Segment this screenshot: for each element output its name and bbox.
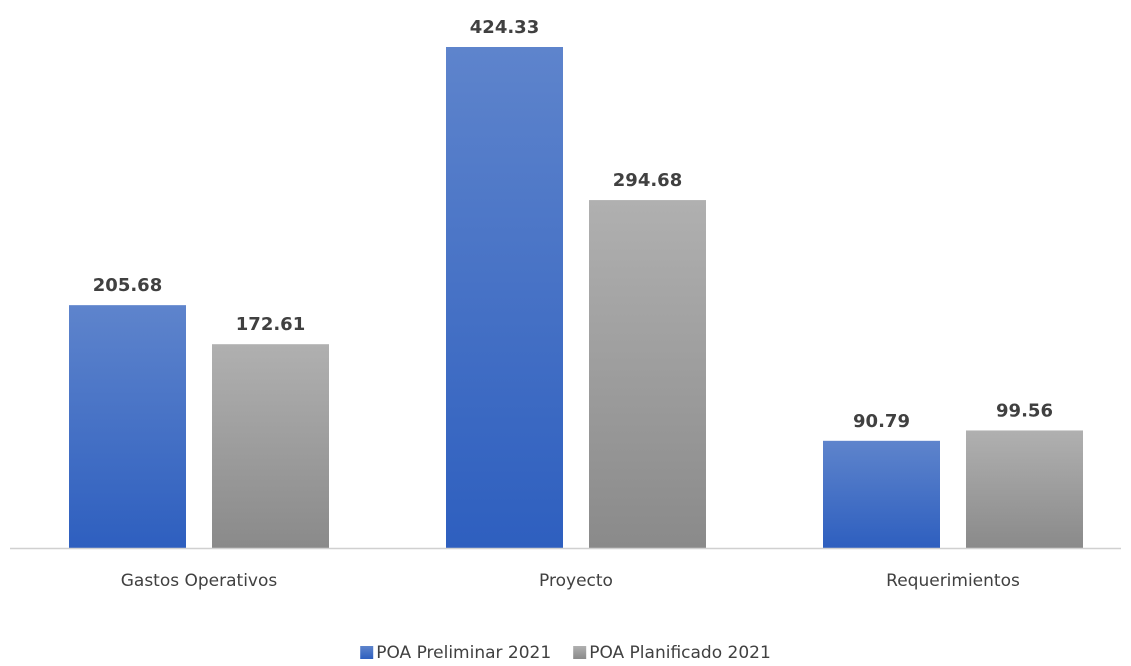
- value-label-0-0: 205.68: [93, 275, 162, 296]
- value-label-2-1: 99.56: [996, 400, 1053, 421]
- category-labels-layer: Gastos Operativos Proyecto Requerimientos: [121, 571, 1020, 591]
- value-label-2-0: 90.79: [853, 411, 910, 432]
- bar-0-0: [69, 305, 186, 548]
- value-label-1-1: 294.68: [613, 170, 682, 191]
- value-label-1-0: 424.33: [470, 17, 539, 38]
- legend-label-1: POA Planificado 2021: [589, 643, 771, 663]
- value-labels-layer: 205.68 172.61 424.33 294.68 90.79 99.56: [93, 17, 1053, 432]
- legend-swatch-1: [573, 646, 587, 659]
- legend-item-1: POA Planificado 2021: [573, 643, 771, 663]
- bar-1-0: [446, 47, 563, 548]
- category-label-0: Gastos Operativos: [121, 571, 278, 591]
- bar-2-0: [823, 440, 940, 548]
- category-label-2: Requerimientos: [886, 571, 1020, 591]
- legend-swatch-0: [360, 646, 374, 659]
- bars-layer: [69, 47, 1083, 548]
- legend-item-0: POA Preliminar 2021: [360, 643, 551, 663]
- bar-2-1: [966, 430, 1083, 548]
- bar-1-1: [589, 200, 706, 548]
- category-label-1: Proyecto: [539, 571, 613, 591]
- bar-0-1: [212, 344, 329, 548]
- legend-label-0: POA Preliminar 2021: [376, 643, 551, 663]
- value-label-0-1: 172.61: [236, 314, 305, 335]
- legend: POA Preliminar 2021 POA Planificado 2021: [360, 643, 771, 663]
